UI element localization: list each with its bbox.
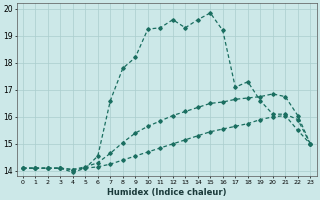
X-axis label: Humidex (Indice chaleur): Humidex (Indice chaleur) (107, 188, 226, 197)
